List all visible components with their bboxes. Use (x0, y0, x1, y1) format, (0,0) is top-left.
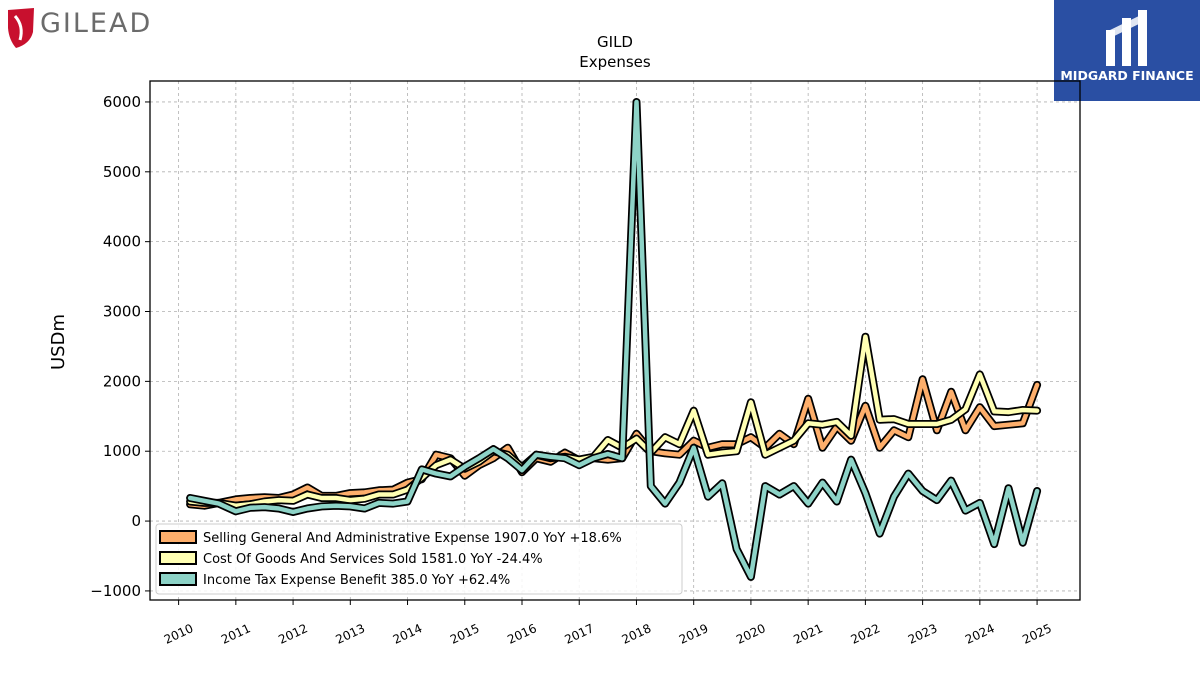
x-tick-label: 2015 (448, 621, 482, 647)
y-tick-label: 5000 (103, 163, 141, 181)
x-tick-label: 2010 (162, 621, 196, 647)
legend-swatch-0 (159, 530, 197, 544)
chart-title: GILD (597, 33, 633, 51)
grid (150, 81, 1080, 600)
x-tick-label: 2022 (849, 621, 883, 647)
x-tick-label: 2024 (963, 621, 997, 647)
plot-frame (149, 80, 1081, 601)
y-tick-label: 2000 (103, 372, 141, 390)
legend-box (155, 523, 683, 595)
y-tick-label: 6000 (103, 93, 141, 111)
x-tick-label: 2020 (734, 621, 768, 647)
chart-subtitle: Expenses (579, 53, 651, 71)
midgard-emblem-icon (1106, 10, 1147, 66)
x-tick-label: 2019 (677, 621, 711, 647)
y-axis-label: USDm (48, 314, 69, 370)
midgard-logo-text: MIDGARD FINANCE (1060, 68, 1194, 83)
legend: Selling General And Administrative Expen… (155, 523, 683, 595)
x-tick-label: 2025 (1020, 621, 1054, 647)
gilead-logo-text: GILEAD (40, 8, 153, 39)
legend-swatch-2 (159, 572, 197, 586)
y-tick-label: 0 (131, 512, 141, 530)
x-tick-label: 2017 (562, 621, 596, 647)
legend-label-2: Income Tax Expense Benefit 385.0 YoY +62… (203, 573, 510, 588)
x-tick-label: 2011 (219, 621, 253, 647)
y-tick-label: 1000 (103, 442, 141, 460)
series-line-2 (186, 98, 1042, 581)
x-tick-label: 2023 (906, 621, 940, 647)
gilead-logo (8, 8, 34, 48)
series-line-1 (186, 332, 1042, 510)
midgard-finance-logo: MIDGARD FINANCE (1054, 0, 1200, 101)
series-lines (186, 98, 1042, 581)
x-tick-label: 2012 (276, 621, 310, 647)
series-stroke (187, 99, 1040, 580)
series-stroke (187, 334, 1040, 508)
legend-label-1: Cost Of Goods And Services Sold 1581.0 Y… (203, 552, 543, 567)
x-tick-label: 2013 (334, 621, 368, 647)
x-tick-label: 2018 (620, 621, 654, 647)
legend-swatch-1 (159, 551, 197, 565)
x-tick-label: 2016 (505, 621, 539, 647)
y-tick-label: 3000 (103, 303, 141, 321)
legend-label-0: Selling General And Administrative Expen… (203, 531, 622, 546)
y-tick-label: 4000 (103, 233, 141, 251)
x-tick-label: 2021 (791, 621, 825, 647)
x-tick-label: 2014 (391, 621, 425, 647)
y-tick-label: −1000 (90, 582, 141, 600)
